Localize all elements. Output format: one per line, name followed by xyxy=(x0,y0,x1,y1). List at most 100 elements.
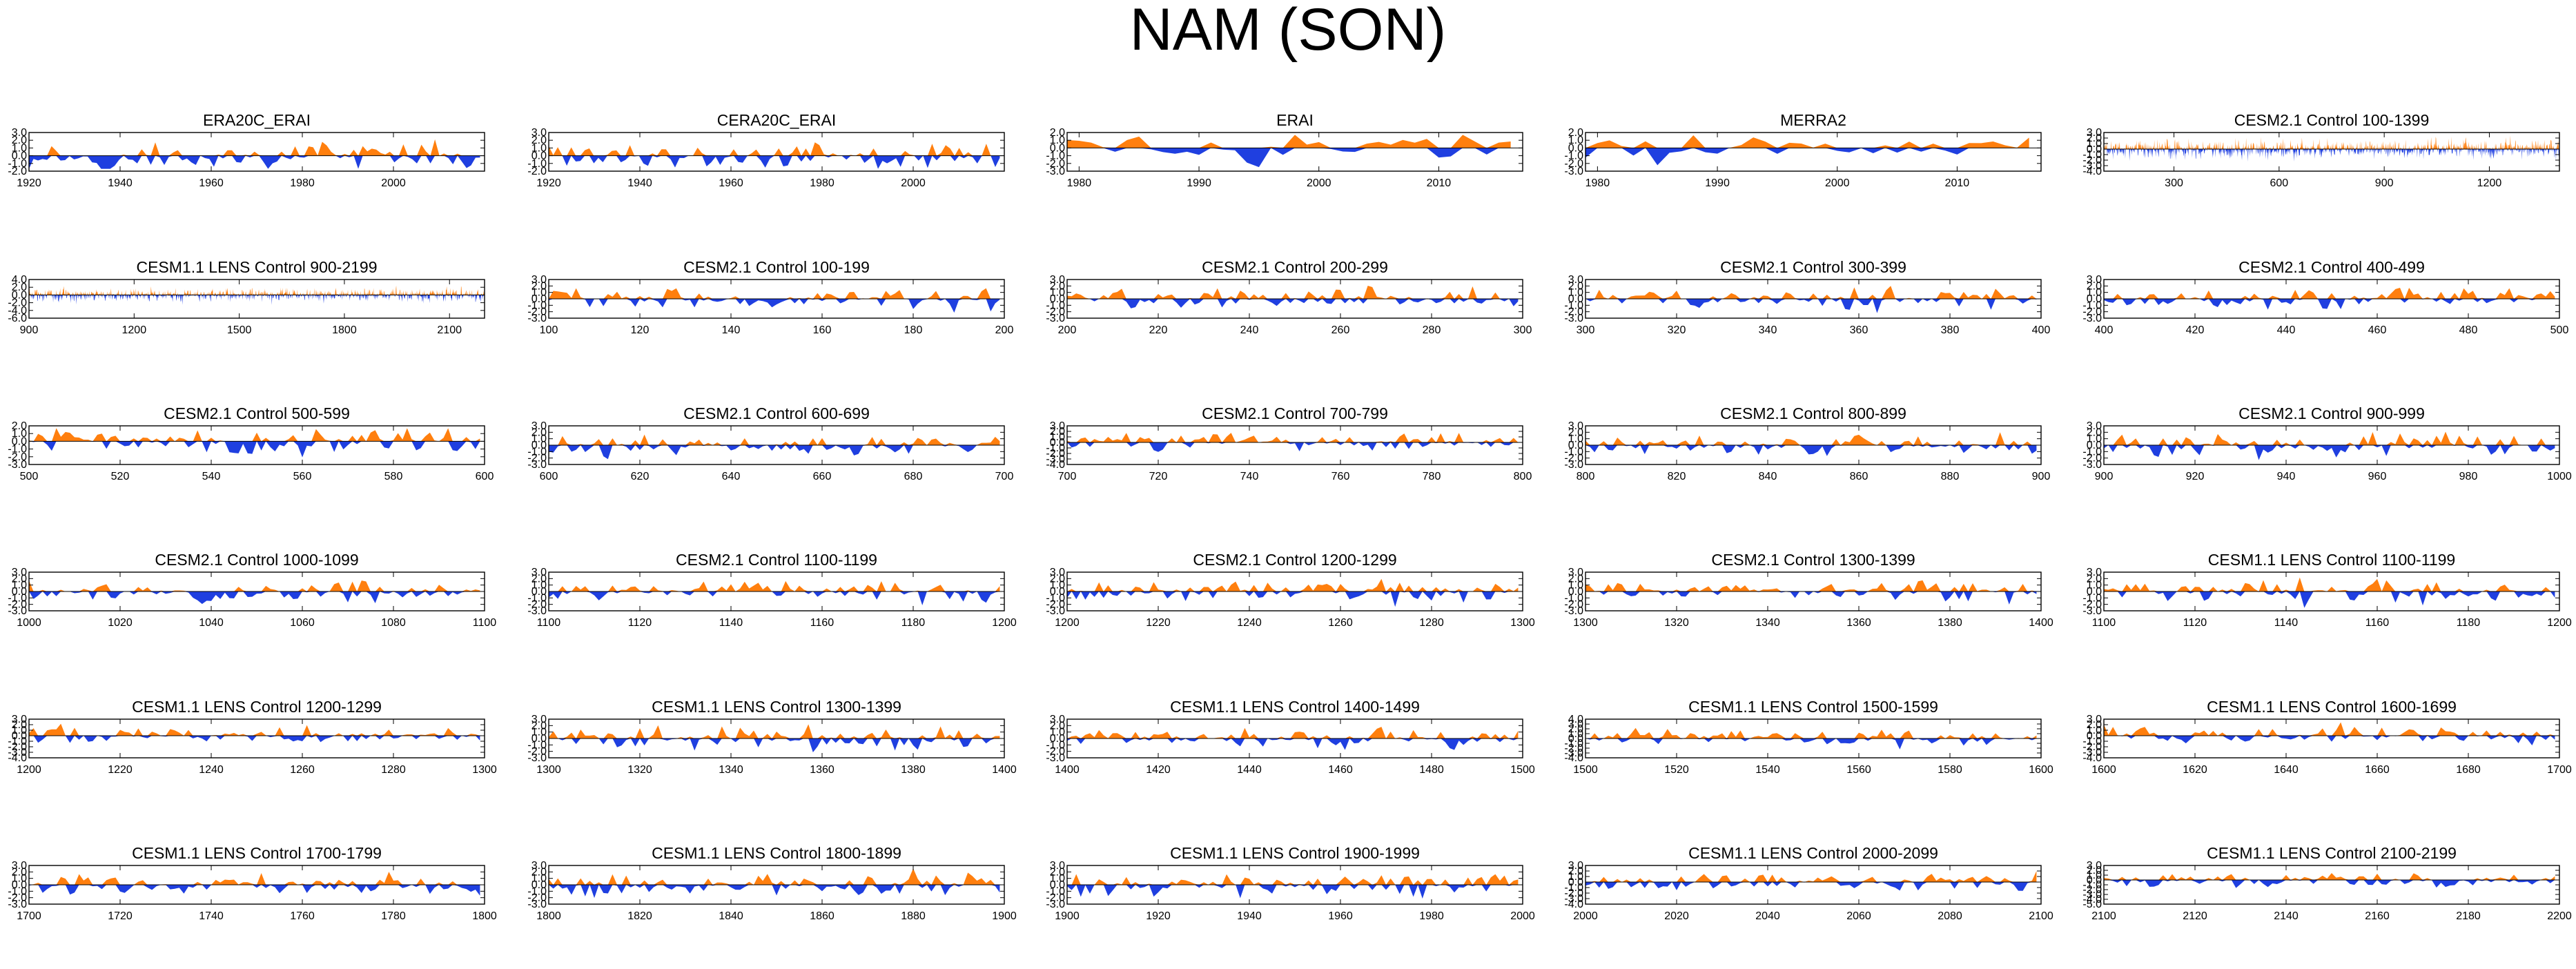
y-tick-label: -1.0 xyxy=(2082,149,2102,161)
x-tick-label: 1200 xyxy=(2547,617,2572,629)
y-tick-label: -1.0 xyxy=(1046,150,1065,162)
plot-frame xyxy=(28,718,485,758)
y-tick-label: -4.0 xyxy=(2082,752,2102,764)
x-tick-label: 600 xyxy=(476,471,494,482)
negative-area xyxy=(2104,149,2559,162)
x-tick-label: 1280 xyxy=(1419,617,1444,629)
x-tick-label: 1120 xyxy=(2183,617,2207,629)
x-tick-label: 1320 xyxy=(627,764,652,776)
x-tick-label: 1920 xyxy=(17,177,41,189)
y-tick-label: -2.0 xyxy=(8,599,27,611)
panel-title: CESM2.1 Control 600-699 xyxy=(683,404,870,422)
negative-area xyxy=(549,738,1000,753)
y-tick-label: -2.0 xyxy=(1564,306,1583,318)
negative-area xyxy=(2104,445,2555,460)
y-tick-label: -4.0 xyxy=(1564,752,1583,764)
x-tick-label: 900 xyxy=(20,324,39,336)
x-tick-label: 1240 xyxy=(199,764,224,776)
y-tick-label: 3.0 xyxy=(531,567,547,578)
y-tick-label: 2.0 xyxy=(12,420,27,432)
y-tick-label: -3.0 xyxy=(1564,893,1583,905)
y-tick-label: 1.0 xyxy=(531,727,547,738)
y-tick-label: 3.0 xyxy=(12,127,27,139)
x-tick-label: 1020 xyxy=(108,617,133,629)
y-tick-label: -1.0 xyxy=(527,739,547,751)
y-tick-label: -4.0 xyxy=(2082,894,2102,906)
x-tick-label: 1740 xyxy=(199,910,224,922)
y-tick-label: -2.0 xyxy=(1046,306,1065,318)
x-tick-label: 1780 xyxy=(381,910,406,922)
x-tick-label: 1520 xyxy=(1664,764,1689,776)
negative-area xyxy=(2104,736,2555,745)
y-tick-label: -3.0 xyxy=(1046,752,1065,764)
x-tick-label: 700 xyxy=(995,471,1014,482)
y-tick-label: 2.0 xyxy=(1050,866,1065,878)
panel-30: CESM1.1 LENS Control 2100-2199 3.02.01.00… xyxy=(2082,844,2571,922)
panel-21: CESM1.1 LENS Control 1200-1299 3.02.01.00… xyxy=(8,698,496,776)
x-tick-label: 2010 xyxy=(1945,177,1970,189)
y-tick-label: -1.0 xyxy=(1564,882,1583,894)
positive-area xyxy=(1067,285,1519,299)
x-tick-label: 900 xyxy=(2375,177,2394,189)
x-tick-label: 2160 xyxy=(2365,910,2390,922)
x-tick-label: 1300 xyxy=(1510,617,1535,629)
y-tick-label: 3.0 xyxy=(1050,860,1065,872)
y-tick-label: -3.0 xyxy=(527,752,547,764)
x-tick-label: 1380 xyxy=(901,764,926,776)
x-tick-label: 340 xyxy=(1759,324,1777,336)
y-tick-label: -3.0 xyxy=(1564,747,1583,759)
y-tick-label: 2.0 xyxy=(531,573,547,585)
y-tick-label: -4.0 xyxy=(1564,899,1583,910)
y-tick-label: -4.0 xyxy=(8,752,27,764)
panel-18: CESM2.1 Control 1200-1299 3.02.01.00.0-1.… xyxy=(1046,551,1534,629)
y-tick-label: 1.0 xyxy=(12,873,27,885)
panel-title: CERA20C_ERAI xyxy=(717,111,837,129)
x-tick-label: 900 xyxy=(2032,471,2051,482)
x-tick-label: 1260 xyxy=(1328,617,1353,629)
panel-title: CESM1.1 LENS Control 2100-2199 xyxy=(2207,844,2457,862)
y-tick-label: 1.0 xyxy=(2087,870,2102,881)
y-tick-label: 3.0 xyxy=(12,860,27,872)
y-tick-label: 2.0 xyxy=(2087,573,2102,585)
x-tick-label: 840 xyxy=(1759,471,1777,482)
x-tick-label: 1460 xyxy=(1328,764,1353,776)
y-tick-label: 1.0 xyxy=(1568,287,1583,299)
y-tick-label: 0.0 xyxy=(531,150,547,162)
y-tick-label: 3.0 xyxy=(1050,567,1065,578)
y-tick-label: -2.0 xyxy=(2082,884,2102,896)
x-tick-label: 300 xyxy=(1577,324,1595,336)
x-tick-label: 1920 xyxy=(1146,910,1171,922)
y-tick-label: 3.0 xyxy=(12,714,27,725)
y-tick-label: -3.0 xyxy=(527,899,547,910)
y-tick-label: -2.0 xyxy=(8,297,27,309)
x-tick-label: 1600 xyxy=(2091,764,2116,776)
y-tick-label: 0.0 xyxy=(2087,586,2102,598)
y-tick-label: 0.0 xyxy=(1568,142,1583,154)
y-tick-label: 0.0 xyxy=(1050,293,1065,305)
y-tick-label: 0.0 xyxy=(12,435,27,447)
x-tick-label: 200 xyxy=(1058,324,1077,336)
negative-area xyxy=(29,155,480,169)
y-tick-label: 0.0 xyxy=(531,879,547,891)
x-tick-label: 1680 xyxy=(2456,764,2481,776)
x-tick-label: 1100 xyxy=(2092,617,2116,629)
x-tick-label: 1140 xyxy=(2274,617,2299,629)
positive-area xyxy=(2104,287,2555,299)
y-tick-label: -2.0 xyxy=(8,741,27,753)
positive-area xyxy=(29,285,485,295)
y-tick-label: 0.0 xyxy=(2087,293,2102,305)
x-tick-label: 620 xyxy=(631,471,650,482)
positive-area xyxy=(549,288,1000,299)
plot-frame xyxy=(28,132,485,172)
x-tick-label: 2000 xyxy=(1510,910,1535,922)
positive-area xyxy=(549,142,1000,156)
panel-title: CESM1.1 LENS Control 1800-1899 xyxy=(652,844,901,862)
y-tick-label: 3.0 xyxy=(1568,567,1583,578)
x-tick-label: 1080 xyxy=(381,617,406,629)
negative-area xyxy=(29,736,480,743)
x-tick-label: 2100 xyxy=(437,324,462,336)
x-tick-label: 180 xyxy=(904,324,923,336)
y-tick-label: -3.0 xyxy=(8,899,27,910)
y-tick-label: -3.0 xyxy=(8,459,27,471)
